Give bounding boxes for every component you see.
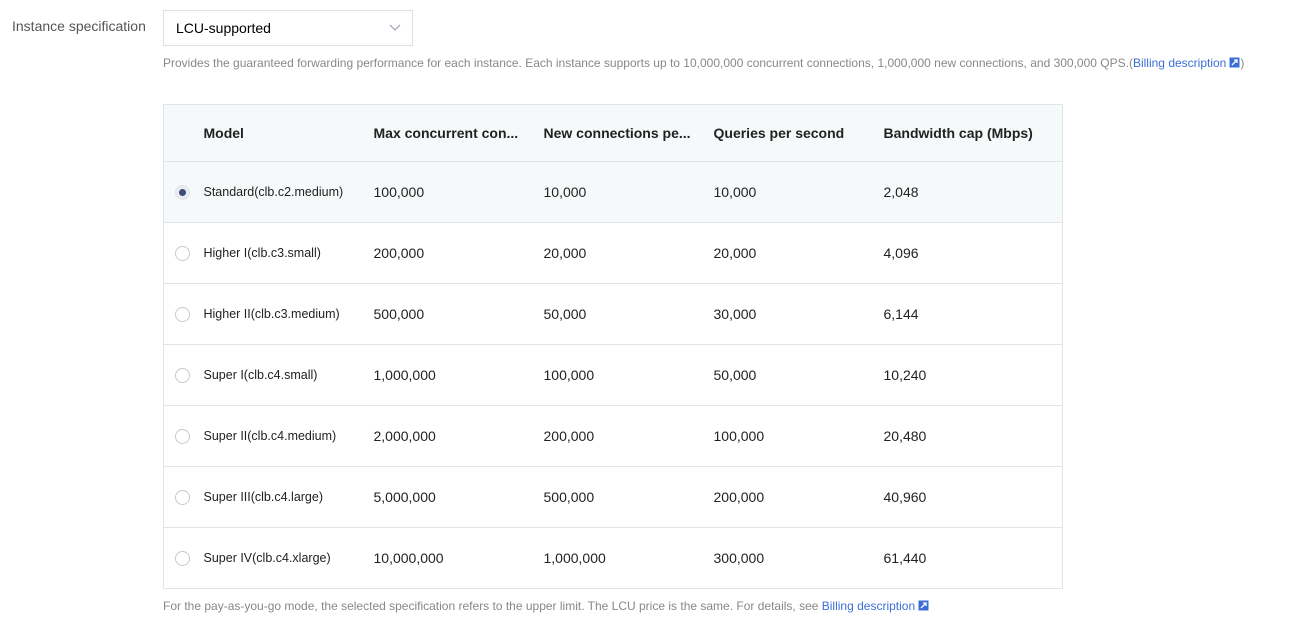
cell-model: Standard(clb.c2.medium) bbox=[203, 161, 374, 223]
description-text: Provides the guaranteed forwarding perfo… bbox=[163, 56, 1133, 70]
cell-new-connections: 200,000 bbox=[543, 405, 714, 467]
cell-qps: 50,000 bbox=[713, 344, 884, 406]
select-value: LCU-supported bbox=[176, 20, 271, 36]
cell-new-connections: 100,000 bbox=[543, 344, 714, 406]
cell-max-concurrent: 200,000 bbox=[373, 222, 544, 284]
radio-cell[interactable] bbox=[163, 344, 204, 406]
cell-bandwidth: 10,240 bbox=[883, 344, 1063, 406]
billing-description-link[interactable]: Billing description bbox=[1133, 56, 1240, 70]
row-radio[interactable] bbox=[175, 368, 190, 384]
table-row[interactable]: Super II(clb.c4.medium) 2,000,000 200,000 1… bbox=[163, 405, 1063, 467]
cell-max-concurrent: 100,000 bbox=[373, 161, 544, 223]
cell-qps: 300,000 bbox=[713, 527, 884, 589]
header-max-concurrent: Max concurrent con... bbox=[373, 104, 544, 162]
cell-qps: 100,000 bbox=[713, 405, 884, 467]
row-radio[interactable] bbox=[175, 429, 190, 445]
cell-max-concurrent: 2,000,000 bbox=[373, 405, 544, 467]
radio-cell[interactable] bbox=[163, 222, 204, 284]
header-new-connections: New connections pe... bbox=[543, 104, 714, 162]
cell-new-connections: 20,000 bbox=[543, 222, 714, 284]
instance-specification-select[interactable]: LCU-supported bbox=[163, 10, 413, 46]
cell-model: Super III(clb.c4.large) bbox=[203, 466, 374, 528]
cell-qps: 200,000 bbox=[713, 466, 884, 528]
table-row[interactable]: Standard(clb.c2.medium) 100,000 10,000 10,0… bbox=[163, 161, 1063, 223]
header-bandwidth: Bandwidth cap (Mbps) bbox=[883, 104, 1063, 162]
cell-model: Super II(clb.c4.medium) bbox=[203, 405, 374, 467]
table-row[interactable]: Super III(clb.c4.large) 5,000,000 500,000 2… bbox=[163, 466, 1063, 528]
external-link-icon bbox=[1229, 57, 1240, 68]
row-radio[interactable] bbox=[175, 551, 190, 567]
cell-bandwidth: 40,960 bbox=[883, 466, 1063, 528]
cell-new-connections: 500,000 bbox=[543, 466, 714, 528]
cell-bandwidth: 4,096 bbox=[883, 222, 1063, 284]
table-row[interactable]: Super IV(clb.c4.xlarge) 10,000,000 1,000,0… bbox=[163, 527, 1063, 589]
specification-table: Model Max concurrent con... New connecti… bbox=[163, 104, 1063, 589]
cell-max-concurrent: 1,000,000 bbox=[373, 344, 544, 406]
cell-max-concurrent: 500,000 bbox=[373, 283, 544, 345]
cell-model: Higher I(clb.c3.small) bbox=[203, 222, 374, 284]
row-radio[interactable] bbox=[175, 246, 190, 262]
cell-new-connections: 1,000,000 bbox=[543, 527, 714, 589]
radio-cell[interactable] bbox=[163, 405, 204, 467]
row-radio[interactable] bbox=[175, 185, 190, 201]
row-radio[interactable] bbox=[175, 307, 190, 323]
table-row[interactable]: Super I(clb.c4.small) 1,000,000 100,000 50,… bbox=[163, 344, 1063, 406]
header-qps: Queries per second bbox=[713, 104, 884, 162]
radio-cell[interactable] bbox=[163, 283, 204, 345]
radio-cell[interactable] bbox=[163, 527, 204, 589]
chevron-down-icon bbox=[389, 24, 401, 31]
footer-note: For the pay-as-you-go mode, the selected… bbox=[163, 599, 929, 613]
cell-max-concurrent: 10,000,000 bbox=[373, 527, 544, 589]
footer-text: For the pay-as-you-go mode, the selected… bbox=[163, 599, 822, 613]
cell-bandwidth: 2,048 bbox=[883, 161, 1063, 223]
description-close: ) bbox=[1240, 56, 1245, 70]
radio-cell[interactable] bbox=[163, 466, 204, 528]
instance-specification-label: Instance specification bbox=[12, 18, 146, 34]
cell-new-connections: 50,000 bbox=[543, 283, 714, 345]
external-link-icon bbox=[918, 600, 929, 611]
cell-model: Super I(clb.c4.small) bbox=[203, 344, 374, 406]
radio-cell[interactable] bbox=[163, 161, 204, 223]
header-select bbox=[163, 104, 204, 162]
cell-qps: 30,000 bbox=[713, 283, 884, 345]
header-model: Model bbox=[203, 104, 374, 162]
cell-max-concurrent: 5,000,000 bbox=[373, 466, 544, 528]
row-radio[interactable] bbox=[175, 490, 190, 506]
specification-description: Provides the guaranteed forwarding perfo… bbox=[163, 56, 1244, 70]
cell-bandwidth: 20,480 bbox=[883, 405, 1063, 467]
cell-bandwidth: 6,144 bbox=[883, 283, 1063, 345]
cell-bandwidth: 61,440 bbox=[883, 527, 1063, 589]
cell-qps: 10,000 bbox=[713, 161, 884, 223]
cell-new-connections: 10,000 bbox=[543, 161, 714, 223]
table-header-row: Model Max concurrent con... New connecti… bbox=[163, 104, 1063, 162]
cell-qps: 20,000 bbox=[713, 222, 884, 284]
table-row[interactable]: Higher I(clb.c3.small) 200,000 20,000 20,00… bbox=[163, 222, 1063, 284]
footer-billing-link[interactable]: Billing description bbox=[822, 599, 929, 613]
cell-model: Higher II(clb.c3.medium) bbox=[203, 283, 374, 345]
cell-model: Super IV(clb.c4.xlarge) bbox=[203, 527, 374, 589]
table-row[interactable]: Higher II(clb.c3.medium) 500,000 50,000 30,… bbox=[163, 283, 1063, 345]
